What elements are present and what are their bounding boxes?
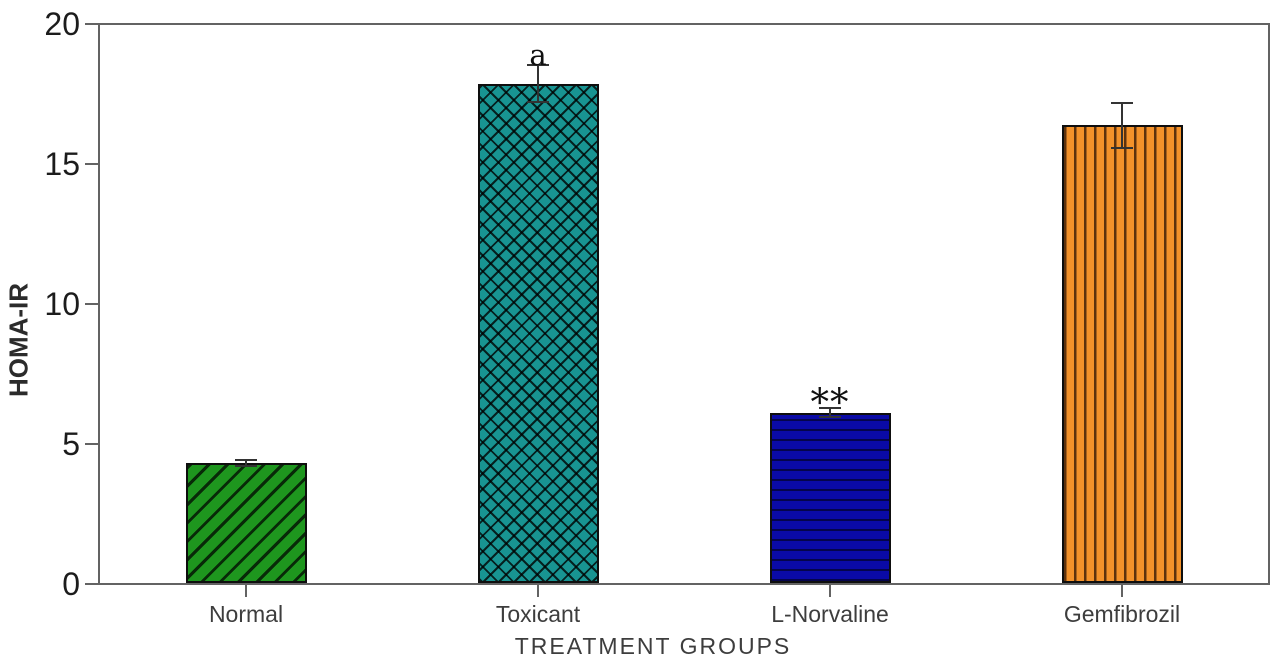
error-bar-cap-bottom <box>819 416 841 419</box>
y-tick-label: 15 <box>44 146 80 182</box>
error-bar-cap-bottom <box>527 101 549 104</box>
plot-area: a ** <box>98 23 1270 585</box>
error-bar-cap-bottom <box>1111 147 1133 150</box>
y-tick-mark <box>85 23 98 25</box>
x-tick-mark <box>245 585 247 597</box>
x-axis-title: TREATMENT GROUPS <box>514 633 792 659</box>
y-tick-mark <box>85 443 98 445</box>
bar-toxicant <box>477 83 599 583</box>
y-tick-label: 5 <box>62 426 80 462</box>
category-label-gemfibrozil: Gemfibrozil <box>1063 601 1181 627</box>
x-tick-mark <box>537 585 539 597</box>
category-label-l-norvaline: L-Norvaline <box>771 601 889 627</box>
significance-annotation: a <box>529 38 547 73</box>
y-tick-label: 20 <box>44 6 80 42</box>
category-label-toxicant: Toxicant <box>495 601 581 627</box>
error-bar-cap-top <box>235 458 257 461</box>
error-bar-cap-top <box>819 407 841 410</box>
y-tick-label: 10 <box>44 286 80 322</box>
y-tick-mark <box>85 303 98 305</box>
bar-l-norvaline <box>769 412 891 583</box>
error-bar-stem <box>829 407 831 419</box>
bar-normal <box>185 463 307 583</box>
y-tick-mark <box>85 163 98 165</box>
y-tick-mark <box>85 583 98 585</box>
category-label-normal: Normal <box>208 601 284 627</box>
error-bar-stem <box>537 64 539 104</box>
y-tick-label: 0 <box>62 566 80 602</box>
error-bar-cap-top <box>1111 101 1133 104</box>
significance-annotation: ** <box>810 381 850 425</box>
x-tick-mark <box>829 585 831 597</box>
error-bar-toxicant <box>527 64 549 104</box>
x-tick-mark <box>1121 585 1123 597</box>
error-bar-stem <box>245 458 247 468</box>
bar-gemfibrozil <box>1061 125 1183 583</box>
error-bar-normal <box>235 458 257 468</box>
error-bar-stem <box>1121 101 1123 150</box>
error-bar-cap-top <box>527 64 549 67</box>
error-bar-cap-bottom <box>235 465 257 468</box>
error-bar-l-norvaline <box>819 407 841 419</box>
error-bar-gemfibrozil <box>1111 101 1133 150</box>
